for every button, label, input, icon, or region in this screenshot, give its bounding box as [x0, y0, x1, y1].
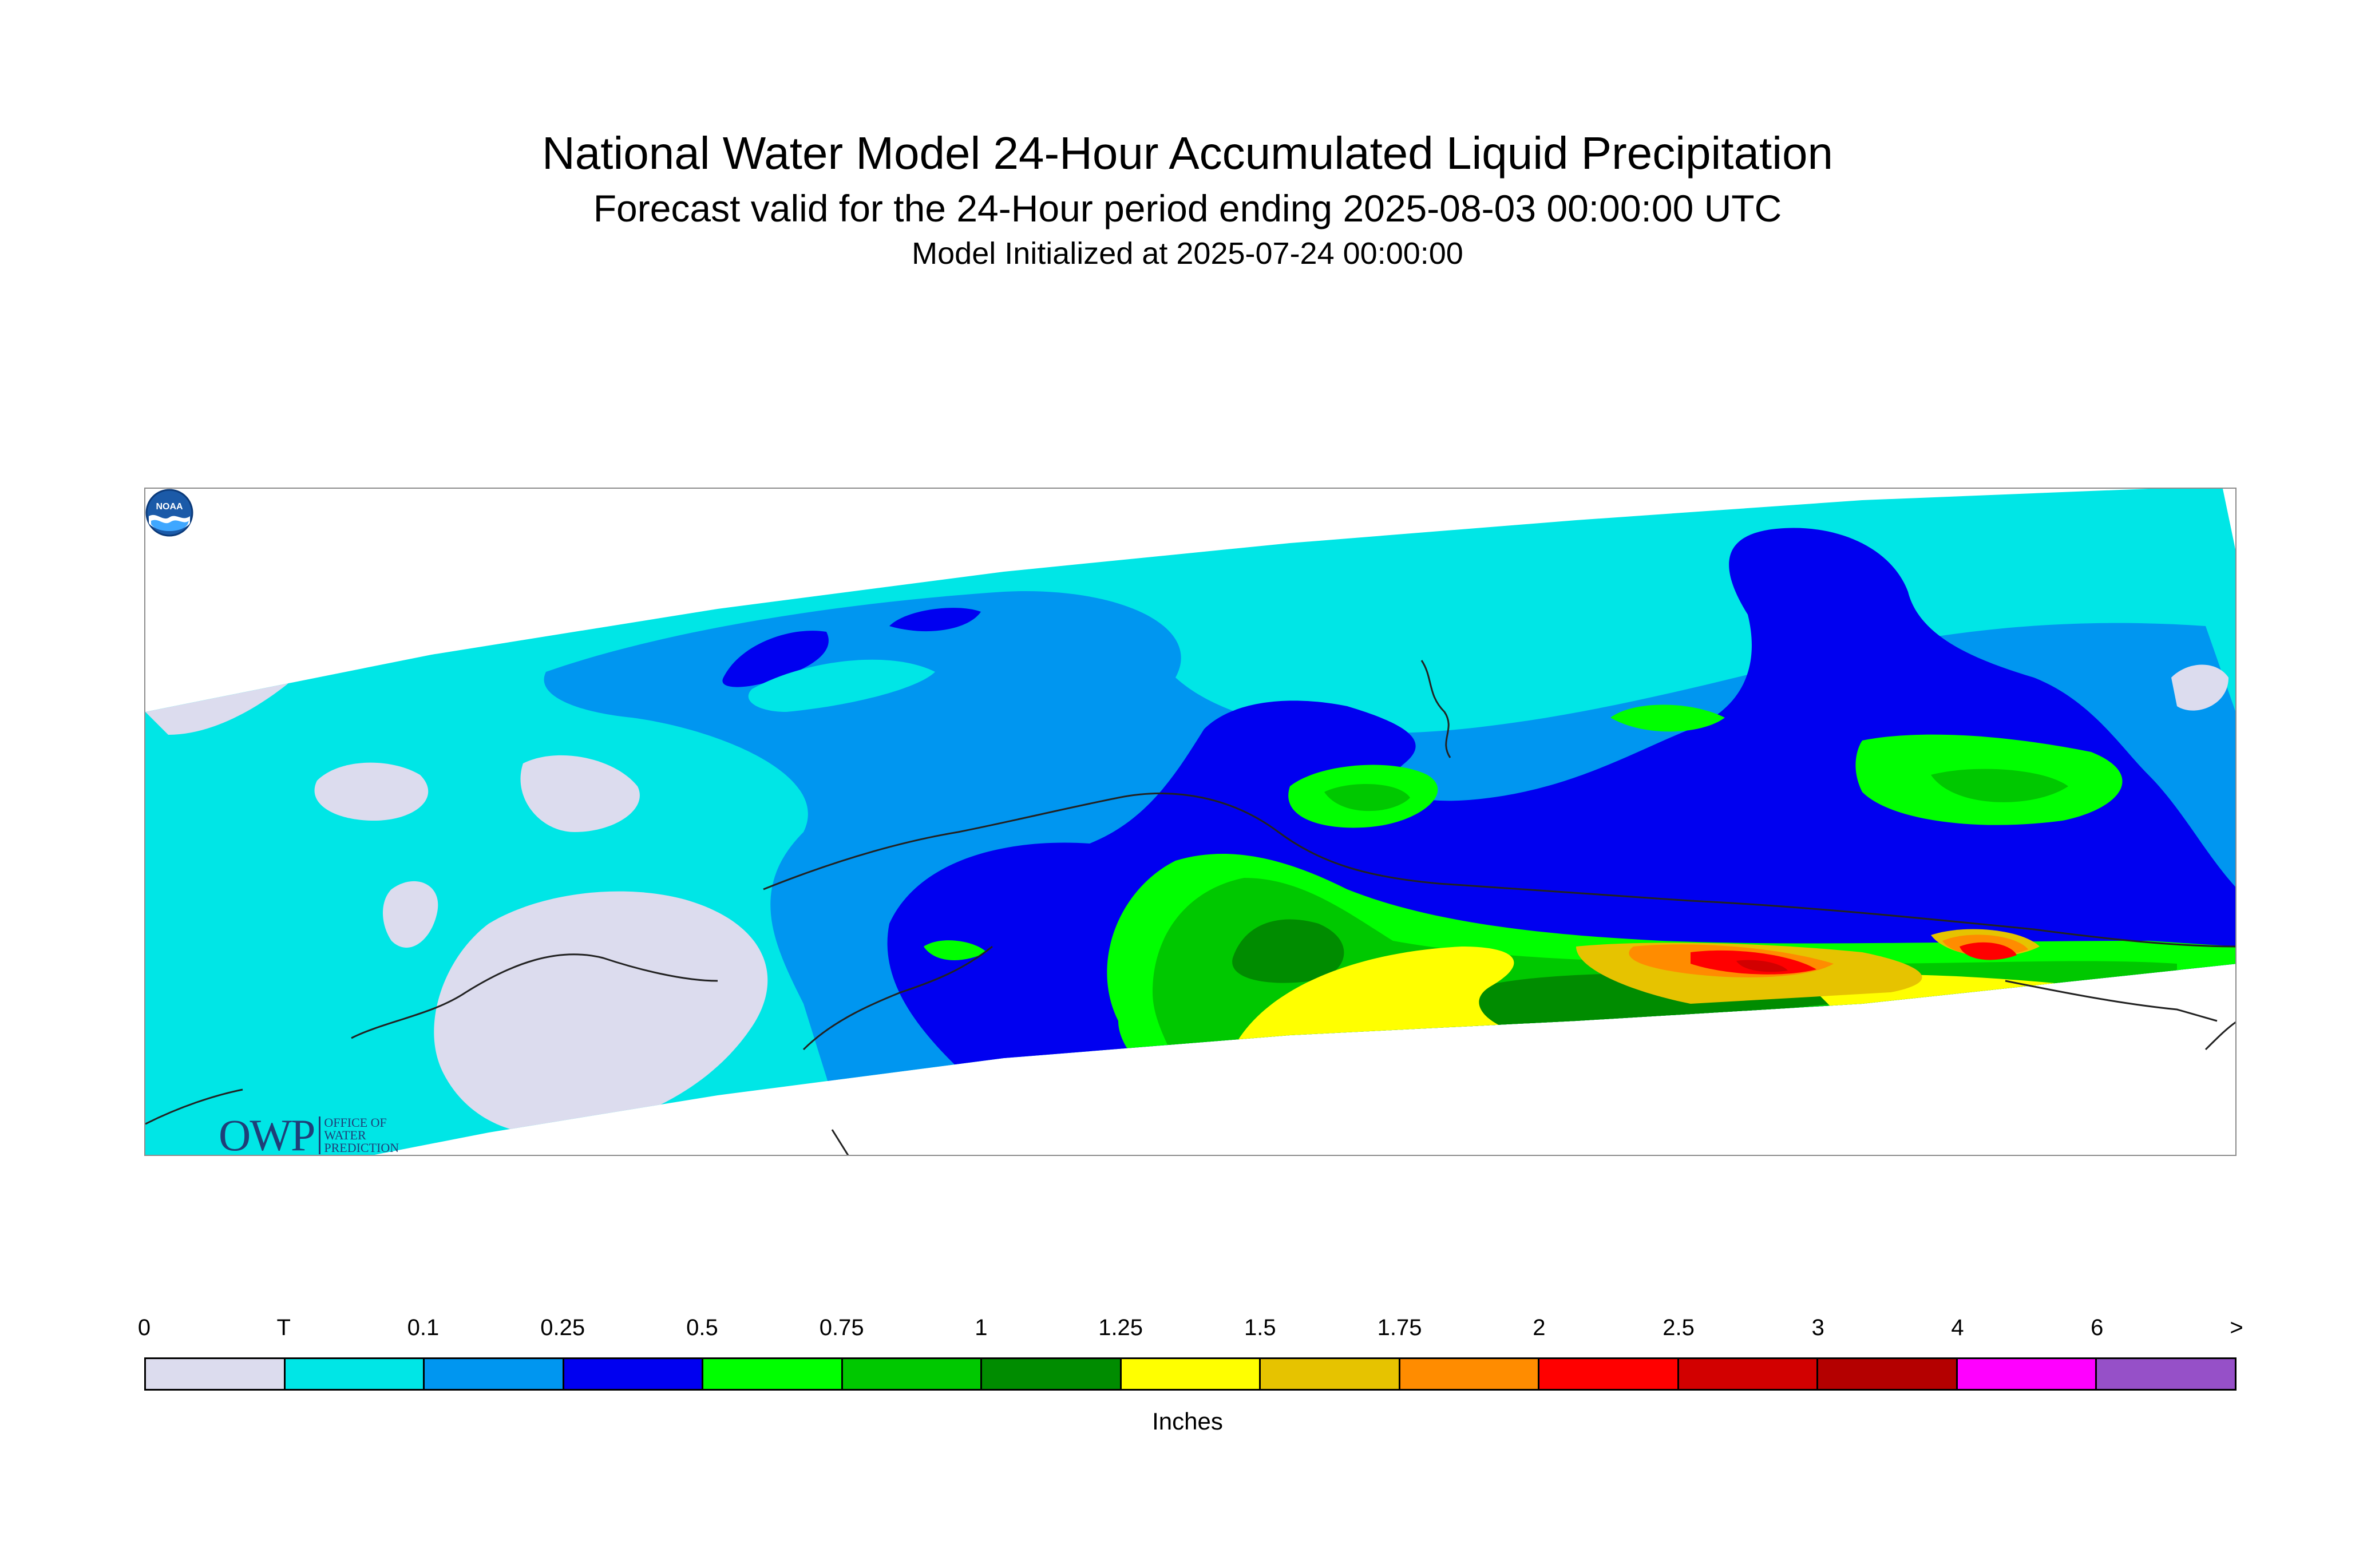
- legend-tick-label: 6: [2091, 1315, 2104, 1340]
- legend-swatch: [703, 1359, 843, 1389]
- legend-tick-label: 0.1: [407, 1315, 440, 1340]
- owp-logo-letters: OWP: [219, 1110, 315, 1156]
- coastlines: [145, 660, 2235, 1155]
- legend-swatch: [1400, 1359, 1540, 1389]
- legend-tick-label: 1.25: [1098, 1315, 1143, 1340]
- legend-swatch: [982, 1359, 1122, 1389]
- legend-tick-label: 0: [137, 1315, 151, 1340]
- legend-tick-label: 0.5: [686, 1315, 718, 1340]
- owp-logo: OWP OFFICE OF WATER PREDICTION: [219, 1110, 415, 1156]
- map-subtitle: Forecast valid for the 24-Hour period en…: [593, 187, 1782, 229]
- owp-logo-text: OFFICE OF WATER PREDICTION: [319, 1116, 415, 1154]
- legend-swatch: [1261, 1359, 1400, 1389]
- color-legend: [144, 1357, 2237, 1391]
- precip-zone-2.5: [1736, 960, 1788, 972]
- legend-swatch: [2097, 1359, 2235, 1389]
- precip-contours: [145, 489, 2235, 1155]
- legend-tick-label: 0.25: [540, 1315, 585, 1340]
- legend-tick-label: 2: [1533, 1315, 1546, 1340]
- map-title: National Water Model 24-Hour Accumulated…: [542, 128, 1833, 179]
- legend-tick-label: 3: [1811, 1315, 1824, 1340]
- precip-zone-zero: [145, 683, 288, 735]
- noaa-logo-icon: NOAA: [145, 489, 193, 537]
- legend-swatch: [842, 1359, 983, 1389]
- legend-tick-label: >: [2230, 1315, 2243, 1340]
- precip-zone-1: [1232, 919, 1344, 983]
- legend-units: Inches: [1152, 1408, 1223, 1435]
- legend-swatch: [146, 1359, 286, 1389]
- legend-swatch: [1539, 1359, 1679, 1389]
- precipitation-field: [145, 489, 2235, 1155]
- legend-tick-label: 1.75: [1377, 1315, 1422, 1340]
- legend-tick-label: 1: [975, 1315, 988, 1340]
- model-init-time: Model Initialized at 2025-07-24 00:00:00: [912, 236, 1463, 271]
- legend-swatch: [1818, 1359, 1958, 1389]
- legend-swatch: [285, 1359, 425, 1389]
- noaa-logo-text: NOAA: [156, 502, 183, 512]
- legend-tick-label: 4: [1951, 1315, 1964, 1340]
- legend-swatch: [425, 1359, 564, 1389]
- legend-tick-label: 0.75: [819, 1315, 864, 1340]
- legend-tick-label: T: [276, 1315, 291, 1340]
- legend-tick-label: 2.5: [1662, 1315, 1695, 1340]
- legend-swatch: [564, 1359, 704, 1389]
- precipitation-map: OWP OFFICE OF WATER PREDICTION NOAA: [144, 488, 2237, 1156]
- legend-swatch: [1121, 1359, 1261, 1389]
- legend-tick-label: 1.5: [1244, 1315, 1276, 1340]
- legend-swatch: [1957, 1359, 2097, 1389]
- legend-swatch: [1679, 1359, 1819, 1389]
